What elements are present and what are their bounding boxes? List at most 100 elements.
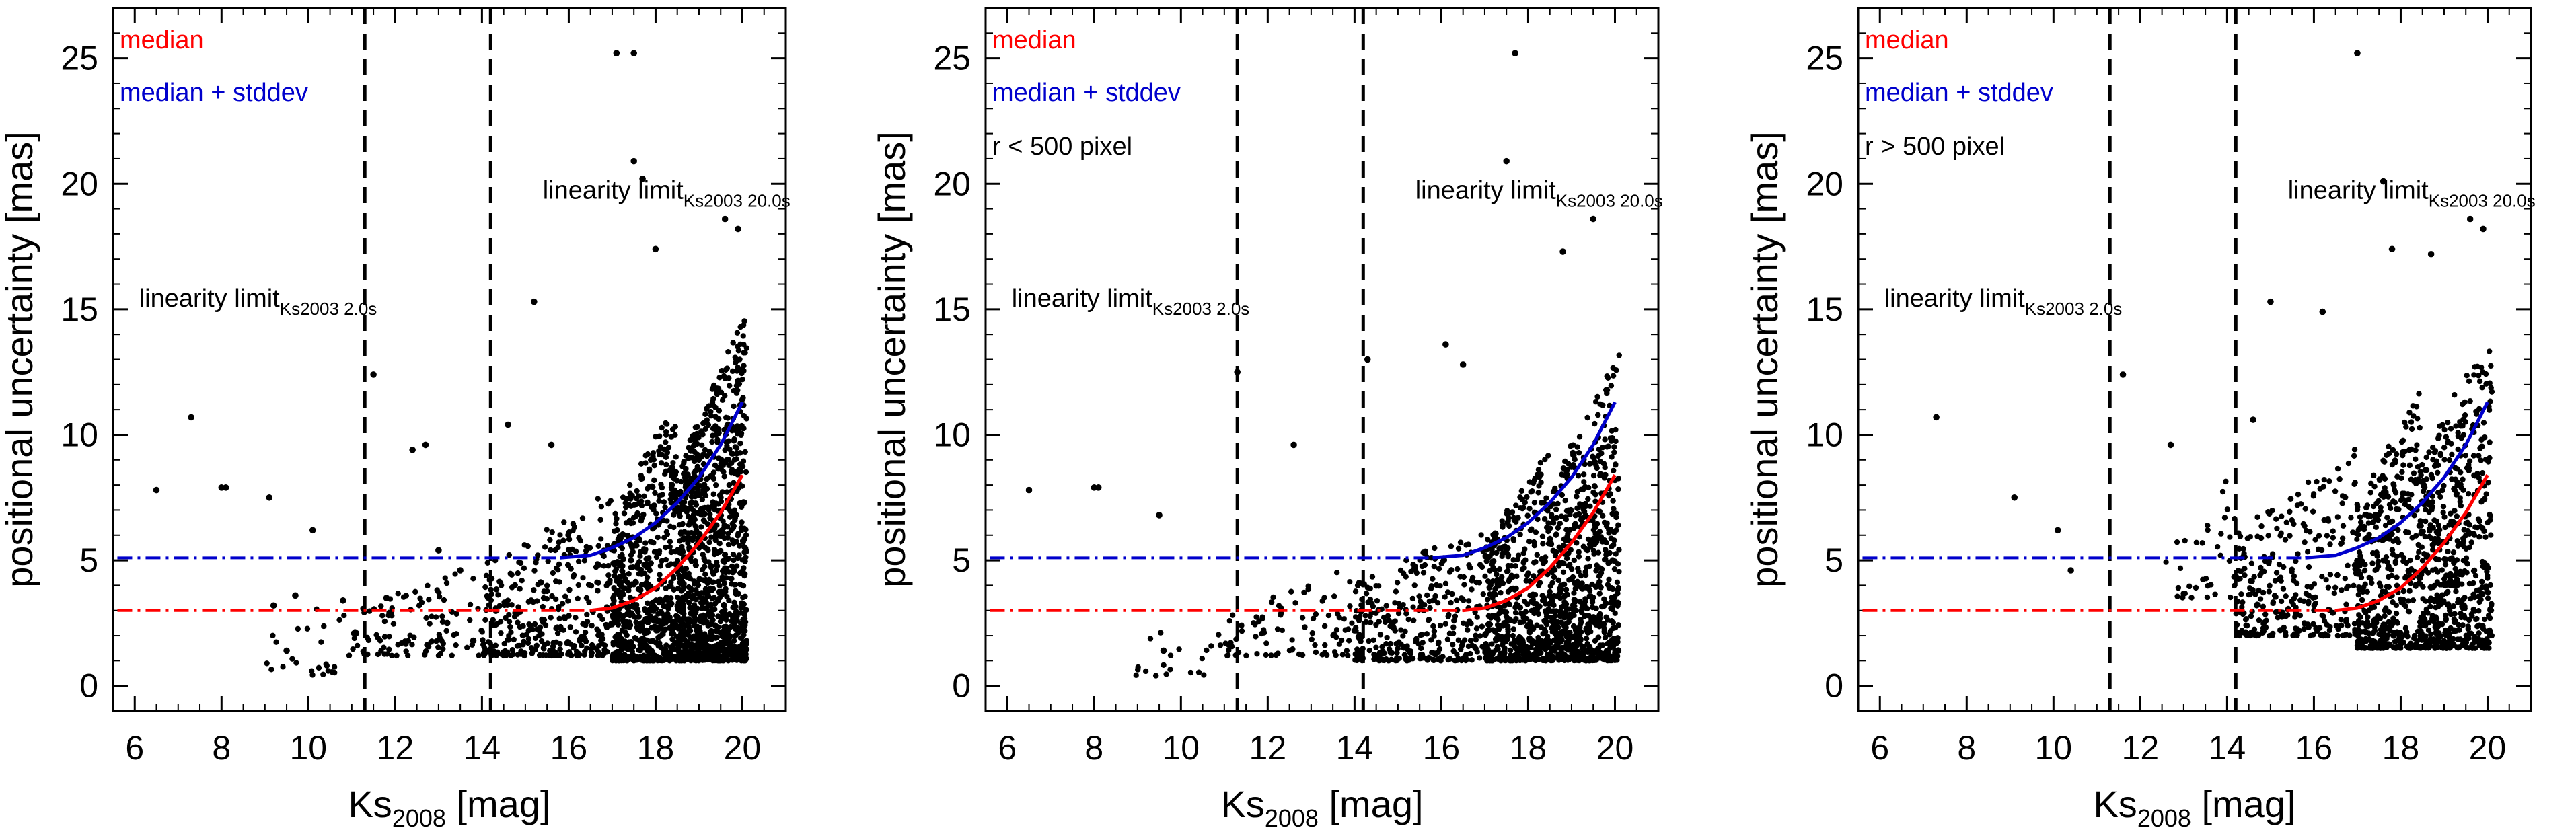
- data-point: [1387, 650, 1393, 656]
- data-point: [1431, 563, 1437, 570]
- data-point: [449, 652, 455, 658]
- data-point: [550, 570, 556, 576]
- data-point: [2235, 630, 2241, 636]
- data-point: [2345, 562, 2351, 569]
- data-point: [614, 648, 620, 655]
- data-point: [688, 447, 694, 453]
- data-point: [1603, 614, 1609, 620]
- data-point: [2311, 581, 2318, 587]
- data-point: [2182, 537, 2188, 544]
- data-point: [1520, 504, 1526, 510]
- data-point: [1510, 626, 1517, 632]
- data-point: [2378, 492, 2384, 498]
- data-point: [1487, 591, 1493, 597]
- data-point: [1542, 618, 1548, 625]
- data-point: [1584, 414, 1590, 421]
- data-point: [1615, 600, 1621, 606]
- plot-frame: [984, 7, 1660, 712]
- data-point: [653, 433, 659, 440]
- data-point: [701, 482, 708, 488]
- data-point: [1476, 655, 1483, 661]
- data-point: [1605, 640, 1611, 647]
- data-point: [1363, 619, 1369, 625]
- data-point: [548, 650, 555, 656]
- data-point: [2228, 594, 2234, 601]
- data-point: [598, 504, 605, 510]
- data-point: [1445, 613, 1451, 619]
- data-point: [2351, 621, 2358, 627]
- data-point: [2305, 479, 2312, 486]
- data-point: [283, 647, 290, 654]
- data-point: [1578, 609, 1585, 616]
- data-point: [2325, 516, 2331, 522]
- data-point: [1559, 248, 1566, 255]
- data-point: [627, 490, 633, 496]
- data-point: [403, 648, 409, 654]
- data-point: [2280, 586, 2287, 592]
- data-point: [2392, 500, 2398, 506]
- data-point: [1491, 627, 1497, 634]
- data-point: [2400, 462, 2406, 468]
- data-point: [2399, 490, 2406, 496]
- data-point: [2308, 632, 2314, 639]
- data-point: [2295, 491, 2302, 498]
- data-point: [1596, 620, 1603, 626]
- data-point: [1286, 647, 1293, 654]
- data-point: [395, 642, 401, 648]
- data-point: [2355, 527, 2362, 533]
- data-point: [1436, 566, 1442, 572]
- data-point: [582, 636, 588, 642]
- data-point: [702, 486, 708, 492]
- data-point: [653, 615, 659, 621]
- data-point: [1592, 399, 1599, 405]
- data-point: [2270, 599, 2277, 605]
- data-point: [1520, 613, 1526, 620]
- data-point: [1373, 621, 1379, 628]
- data-point: [710, 469, 717, 476]
- data-point: [1232, 652, 1239, 658]
- data-point: [2352, 480, 2358, 486]
- data-point: [665, 562, 671, 569]
- data-point: [739, 422, 745, 429]
- y-tick-label: 25: [933, 40, 971, 77]
- data-point: [725, 556, 731, 562]
- data-point: [618, 646, 625, 652]
- data-point: [634, 602, 640, 608]
- data-point: [2260, 625, 2267, 632]
- data-point: [616, 574, 623, 580]
- data-point: [2386, 584, 2392, 590]
- data-point: [694, 441, 700, 447]
- data-point: [1616, 568, 1622, 575]
- data-point: [517, 560, 524, 566]
- data-point: [1593, 568, 1599, 574]
- data-point: [1383, 656, 1389, 662]
- data-point: [1576, 549, 1582, 555]
- data-point: [2193, 584, 2199, 591]
- data-point: [1448, 599, 1454, 606]
- data-point: [706, 449, 713, 455]
- data-point: [2413, 582, 2419, 588]
- data-point: [651, 549, 658, 555]
- data-point: [2242, 572, 2248, 578]
- data-point: [2238, 591, 2244, 597]
- data-point: [704, 406, 710, 412]
- data-point: [710, 402, 716, 409]
- data-point: [610, 656, 616, 663]
- data-point: [540, 595, 547, 601]
- data-point: [1566, 577, 1572, 583]
- data-point: [452, 571, 458, 577]
- data-point: [1301, 589, 1307, 596]
- x-tick-label: 14: [464, 729, 501, 767]
- data-point: [1562, 497, 1568, 504]
- data-point: [652, 490, 658, 496]
- data-point: [1253, 614, 1259, 620]
- data-point: [1505, 511, 1511, 518]
- data-point: [1610, 365, 1616, 371]
- data-point: [1449, 591, 1455, 597]
- data-point: [1565, 656, 1571, 662]
- data-point: [515, 604, 521, 610]
- x-tick-label: 6: [125, 729, 144, 767]
- data-point: [1602, 600, 1609, 606]
- data-point: [714, 648, 721, 654]
- data-point: [2364, 588, 2370, 595]
